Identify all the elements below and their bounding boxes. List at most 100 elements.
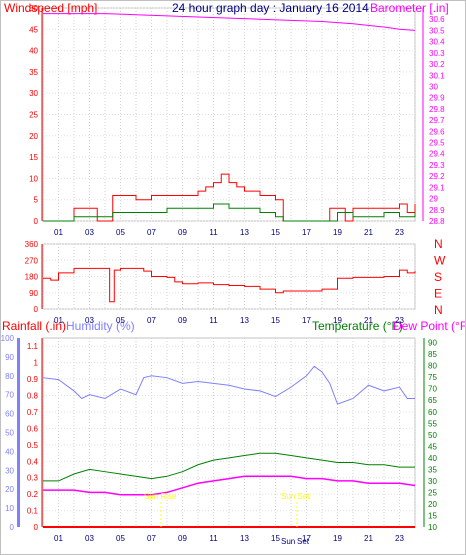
compass-label: N — [434, 303, 443, 317]
baro-tick-label: 29.9 — [429, 94, 445, 103]
humidity-tick-label: 10 — [5, 504, 14, 513]
baro-tick-label: 30.4 — [429, 38, 445, 47]
x-extra-sun: Sun — [281, 537, 295, 546]
rain-tick-label: 1 — [34, 359, 39, 368]
baro-tick-label: 30.3 — [429, 49, 445, 58]
series-temperature — [43, 452, 415, 482]
rain-tick-label: 1.1 — [27, 342, 39, 351]
baro-tick-label: 30.5 — [429, 26, 445, 35]
direction-tick-label: 90 — [29, 289, 38, 298]
x-tick-label: 21 — [364, 228, 373, 237]
sun-set-label: Sun Set — [281, 492, 310, 501]
x-tick-label: 13 — [240, 534, 249, 543]
x-tick-label: 05 — [116, 316, 125, 325]
rain-tick-label: 0.8 — [27, 392, 39, 401]
compass-label: E — [434, 287, 442, 301]
temp-tick-label: 85 — [428, 350, 437, 359]
compass-label: N — [434, 237, 443, 251]
baro-tick-label: 29.6 — [429, 127, 445, 136]
x-tick-label: 13 — [240, 316, 249, 325]
x-tick-label: 03 — [85, 534, 94, 543]
x-tick-label: 19 — [333, 228, 342, 237]
wind-tick-label: 15 — [29, 153, 38, 162]
temp-axis-title: Temperature (°F) — [312, 319, 403, 333]
x-tick-label: 15 — [271, 534, 280, 543]
humidity-tick-label: 0 — [10, 523, 15, 532]
x-tick-label: 23 — [395, 316, 404, 325]
direction-tick-label: 270 — [25, 256, 39, 265]
humidity-tick-label: 20 — [5, 485, 14, 494]
humidity-tick-label: 90 — [5, 353, 14, 362]
humidity-tick-label: 80 — [5, 372, 14, 381]
temp-tick-label: 50 — [428, 431, 437, 440]
x-tick-label: 09 — [178, 316, 187, 325]
direction-tick-label: 0 — [34, 305, 39, 314]
x-tick-label: 03 — [85, 228, 94, 237]
wind-tick-label: 0 — [34, 217, 39, 226]
direction-tick-label: 180 — [25, 273, 39, 282]
baro-tick-label: 29.3 — [429, 161, 445, 170]
humidity-tick-label: 30 — [5, 466, 14, 475]
temp-tick-label: 35 — [428, 465, 437, 474]
x-tick-label: 11 — [209, 534, 218, 543]
rain-tick-label: 0.4 — [27, 457, 39, 466]
temp-tick-label: 80 — [428, 362, 437, 371]
humidity-axis — [17, 338, 20, 527]
x-tick-label: 07 — [147, 534, 156, 543]
rain-tick-label: 0.9 — [27, 375, 39, 384]
dew-axis-title: Dew Point (°F) — [393, 319, 466, 333]
baro-tick-label: 30.2 — [429, 60, 445, 69]
temp-tick-label: 65 — [428, 396, 437, 405]
temp-tick-label: 45 — [428, 442, 437, 451]
x-tick-label: 19 — [333, 316, 342, 325]
x-tick-label: 01 — [54, 534, 63, 543]
x-tick-label: 21 — [364, 534, 373, 543]
baro-tick-label: 29.2 — [429, 172, 445, 181]
humidity-axis-title: Humidity (%) — [66, 319, 135, 333]
humidity-tick-label: 60 — [5, 410, 14, 419]
wind-tick-label: 40 — [29, 47, 38, 56]
humidity-tick-label: 100 — [1, 334, 15, 343]
x-extra-set: Set — [297, 537, 310, 546]
sun-rise-label: Sun Rise — [144, 492, 177, 501]
temp-tick-label: 10 — [428, 523, 437, 532]
x-tick-label: 07 — [147, 316, 156, 325]
rain-tick-label: 0.3 — [27, 474, 39, 483]
compass-label: W — [434, 254, 446, 268]
wind-tick-label: 20 — [29, 132, 38, 141]
temp-tick-label: 30 — [428, 477, 437, 486]
temp-tick-label: 15 — [428, 511, 437, 520]
baro-tick-label: 29.8 — [429, 105, 445, 114]
baro-tick-label: 29.1 — [429, 183, 445, 192]
rain-tick-label: 0 — [34, 523, 39, 532]
wind-tick-label: 25 — [29, 111, 38, 120]
baro-tick-label: 30.6 — [429, 15, 445, 24]
temp-tick-label: 90 — [428, 339, 437, 348]
baro-tick-label: 28.9 — [429, 206, 445, 215]
x-tick-label: 19 — [333, 534, 342, 543]
wind-axis-title: Windspeed [mph] — [4, 1, 97, 15]
temp-tick-label: 60 — [428, 408, 437, 417]
wind-tick-label: 45 — [29, 25, 38, 34]
series-wind-average — [43, 203, 416, 222]
baro-tick-label: 29.4 — [429, 150, 445, 159]
rain-tick-label: 0.5 — [27, 441, 39, 450]
temp-tick-label: 40 — [428, 454, 437, 463]
series-dew-point — [43, 475, 416, 496]
baro-tick-label: 29 — [429, 195, 438, 204]
x-tick-label: 13 — [240, 228, 249, 237]
baro-tick-label: 29.5 — [429, 139, 445, 148]
x-tick-label: 23 — [395, 534, 404, 543]
temp-tick-label: 55 — [428, 419, 437, 428]
x-tick-label: 11 — [209, 228, 218, 237]
humidity-tick-label: 50 — [5, 429, 14, 438]
x-tick-label: 05 — [116, 534, 125, 543]
temp-tick-label: 20 — [428, 500, 437, 509]
x-tick-label: 21 — [364, 316, 373, 325]
wind-tick-label: 30 — [29, 89, 38, 98]
wind-tick-label: 10 — [29, 174, 38, 183]
x-tick-label: 17 — [302, 534, 311, 543]
rain-tick-label: 0.1 — [27, 507, 39, 516]
wind-tick-label: 5 — [34, 196, 39, 205]
